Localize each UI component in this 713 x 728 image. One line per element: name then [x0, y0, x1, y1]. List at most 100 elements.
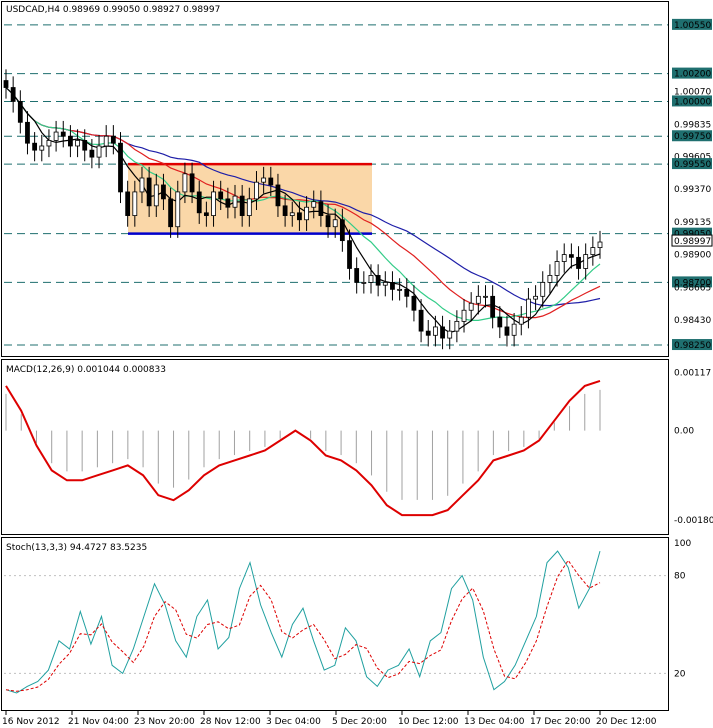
- candle-body: [168, 198, 174, 228]
- price-tick: 0.99370: [674, 185, 711, 195]
- candle-body: [397, 288, 403, 291]
- candle-body: [239, 195, 245, 216]
- chart-header: USDCAD,H4 0.98969 0.99050 0.98927 0.9899…: [6, 5, 220, 15]
- x-tick-label: 3 Dec 04:00: [266, 717, 321, 727]
- candle-body: [597, 241, 603, 248]
- candle-body: [332, 219, 338, 228]
- candle-body: [411, 295, 417, 311]
- candle-body: [404, 288, 410, 297]
- price-tick: 1.00200: [674, 70, 711, 80]
- price-tag: [672, 339, 712, 351]
- candle-body: [261, 177, 267, 183]
- candle-body: [583, 254, 589, 269]
- stoch-axis-labels: 100 80 20: [674, 539, 691, 679]
- ohlc-readout: 0.98969 0.99050 0.98927 0.98997: [63, 5, 220, 15]
- candle-body: [132, 191, 138, 216]
- stoch-tick: 80: [674, 572, 686, 582]
- ma-slow-line: [5, 87, 601, 307]
- candles: [3, 69, 603, 350]
- candle-body: [568, 254, 574, 258]
- ma-short-line: [5, 87, 601, 334]
- candle-body: [518, 316, 524, 325]
- candle-body: [497, 316, 503, 328]
- candle-body: [289, 212, 295, 216]
- stoch-pane-frame: [1, 537, 669, 711]
- candle-body: [60, 131, 66, 137]
- candle-body: [118, 142, 123, 193]
- candle-body: [504, 326, 510, 336]
- candle-body: [425, 330, 431, 336]
- price-tag: [672, 158, 712, 170]
- candle-body: [475, 295, 481, 304]
- candle-body: [432, 326, 438, 336]
- price-tick: 0.98430: [674, 316, 711, 326]
- macd-axis-labels: 0.00117 0.00 -0.00180: [674, 368, 713, 526]
- candle-body: [161, 184, 166, 200]
- candle-body: [483, 295, 488, 298]
- price-tick: 0.98997: [674, 237, 711, 247]
- x-tick-label: 21 Nov 04:00: [68, 717, 129, 727]
- x-tick-label: 23 Nov 20:00: [134, 717, 195, 727]
- macd-tick: 0.00117: [674, 368, 711, 378]
- candle-body: [440, 326, 445, 339]
- candle-body: [189, 173, 195, 193]
- price-tick: 0.99550: [674, 160, 711, 170]
- price-tick: 0.98700: [674, 278, 711, 288]
- price-tag: [672, 95, 712, 107]
- candle-body: [17, 101, 23, 123]
- stoch-levels: [4, 575, 668, 674]
- candle-body: [454, 320, 460, 332]
- price-tag: [672, 276, 712, 288]
- candle-body: [139, 177, 145, 193]
- candle-body: [490, 295, 496, 318]
- candle-body: [103, 135, 109, 147]
- candle-body: [361, 281, 367, 284]
- candle-body: [254, 181, 259, 200]
- candle-body: [382, 281, 388, 286]
- stoch-tick: 20: [674, 669, 686, 679]
- candle-body: [175, 191, 181, 228]
- price-tag: [672, 130, 712, 142]
- macd-signal-line: [5, 379, 601, 517]
- macd-tick: 0.00: [674, 427, 694, 437]
- candle-body: [82, 140, 88, 151]
- macd-histogram: [5, 389, 601, 500]
- candle-body: [96, 145, 102, 158]
- candle-body: [218, 191, 224, 200]
- candle-body: [368, 275, 374, 283]
- candle-body: [196, 191, 202, 214]
- candle-body: [53, 131, 59, 141]
- time-axis: 16 Nov 2012 21 Nov 04:00 23 Nov 20:00 28 No…: [2, 711, 657, 727]
- price-tick: 0.98665: [674, 283, 711, 293]
- stoch-label: Stoch(13,3,3) 94.4727 83.5235: [6, 543, 147, 553]
- candle-body: [418, 309, 424, 332]
- candle-body: [447, 330, 453, 339]
- price-tick: 1.00550: [674, 21, 711, 31]
- candle-body: [10, 87, 16, 102]
- candle-body: [547, 275, 553, 283]
- macd-pane-frame: [1, 359, 669, 535]
- timeframe: H4: [47, 5, 60, 15]
- x-tick-label: 28 Nov 12:00: [200, 717, 261, 727]
- candle-body: [311, 201, 317, 208]
- price-tick: 0.99835: [674, 120, 711, 130]
- price-tag: [672, 67, 712, 79]
- ma-medium-line: [5, 87, 601, 319]
- candle-body: [39, 145, 45, 151]
- x-tick-label: 17 Dec 20:00: [530, 717, 591, 727]
- candle-body: [282, 205, 288, 216]
- candle-body: [461, 309, 467, 322]
- candle-body: [110, 135, 116, 144]
- candle-body: [75, 140, 80, 147]
- candle-body: [25, 121, 30, 144]
- price-tick: 0.99750: [674, 132, 711, 142]
- candle-body: [46, 140, 52, 147]
- x-tick-label: 5 Dec 20:00: [332, 717, 387, 727]
- macd-tick: -0.00180: [674, 516, 713, 526]
- price-tick: 1.00000: [674, 97, 711, 107]
- candle-body: [146, 177, 152, 207]
- stoch-tick: 100: [674, 539, 691, 549]
- candle-body: [526, 298, 531, 318]
- stoch-main-line: [5, 550, 601, 694]
